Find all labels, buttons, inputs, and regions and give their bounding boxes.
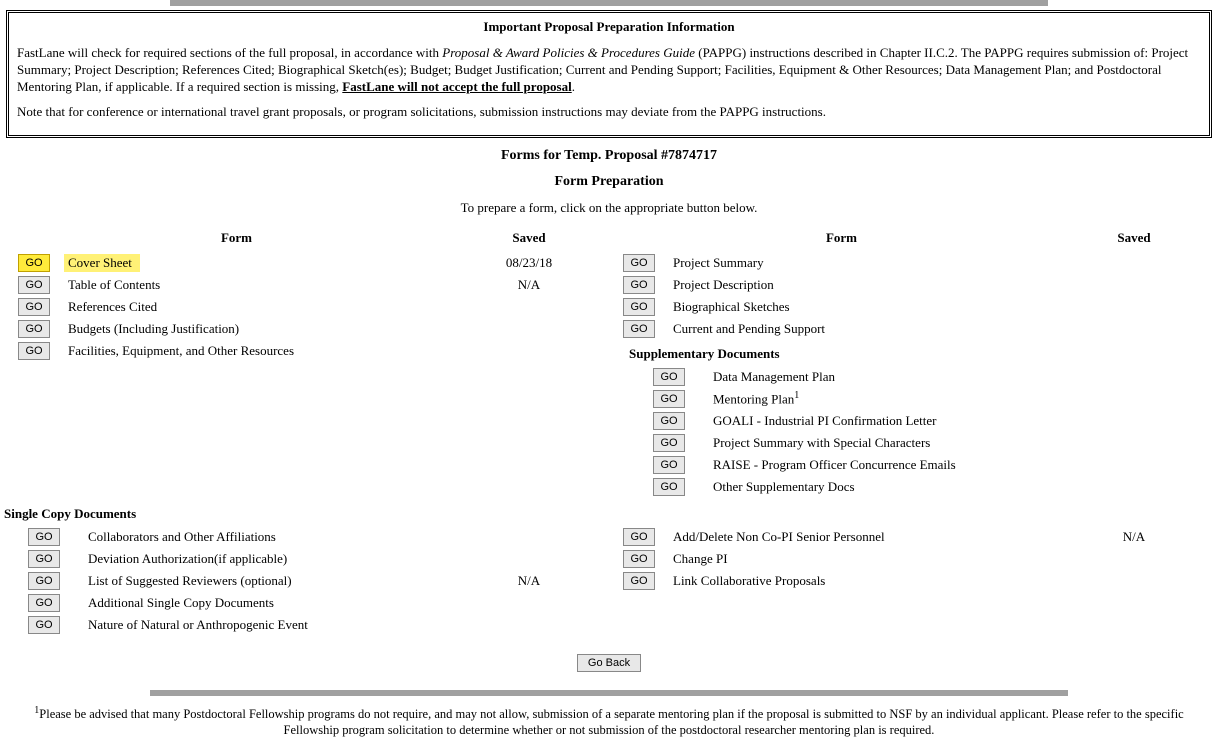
- go-button[interactable]: GO: [18, 342, 49, 360]
- form-label: Biographical Sketches: [669, 299, 1074, 315]
- form-row: GO RAISE - Program Officer Concurrence Em…: [609, 454, 1214, 476]
- instruction-text: To prepare a form, click on the appropri…: [0, 200, 1218, 216]
- col-header-saved: Saved: [469, 230, 609, 246]
- info-title: Important Proposal Preparation Informati…: [17, 19, 1201, 35]
- info-box: Important Proposal Preparation Informati…: [6, 10, 1212, 138]
- form-label: RAISE - Program Officer Concurrence Emai…: [709, 457, 1074, 473]
- sc-left-column: GOCollaborators and Other AffiliationsGO…: [4, 526, 609, 636]
- form-row: GO List of Suggested Reviewers (optional)…: [4, 570, 609, 592]
- single-copy-title: Single Copy Documents: [4, 506, 1218, 522]
- info-paragraph-2: Note that for conference or internationa…: [17, 104, 1201, 121]
- supplementary-title: Supplementary Documents: [629, 346, 1214, 362]
- go-button[interactable]: GO: [623, 298, 654, 316]
- go-button[interactable]: GO: [623, 572, 654, 590]
- go-button[interactable]: GO: [653, 390, 684, 408]
- form-label: Collaborators and Other Affiliations: [84, 529, 469, 545]
- form-row: GO Budgets (Including Justification): [4, 318, 609, 340]
- footnote: 1Please be advised that many Postdoctora…: [0, 704, 1218, 748]
- single-copy-columns: GOCollaborators and Other AffiliationsGO…: [0, 526, 1218, 636]
- form-label: Change PI: [669, 551, 1074, 567]
- go-button[interactable]: GO: [653, 456, 684, 474]
- form-label: Project Summary with Special Characters: [709, 435, 1074, 451]
- go-button[interactable]: GO: [653, 434, 684, 452]
- form-label: Current and Pending Support: [669, 321, 1074, 337]
- saved-value: N/A: [469, 277, 609, 293]
- go-button[interactable]: GO: [18, 320, 49, 338]
- form-row: GO Deviation Authorization(if applicable): [4, 548, 609, 570]
- go-button[interactable]: GO: [623, 320, 654, 338]
- go-button[interactable]: GO: [18, 254, 49, 272]
- form-label: Cover Sheet: [64, 254, 140, 272]
- go-button[interactable]: GO: [18, 276, 49, 294]
- forms-heading: Forms for Temp. Proposal #7874717: [0, 148, 1218, 164]
- form-row: GO Other Supplementary Docs: [609, 476, 1214, 498]
- forms-columns: Form Saved GO Cover Sheet 08/23/18 GO Table …: [0, 230, 1218, 498]
- form-row: GO References Cited: [4, 296, 609, 318]
- form-label: References Cited: [64, 299, 469, 315]
- form-row: GO Nature of Natural or Anthropogenic Eve…: [4, 614, 609, 636]
- form-row: GO Add/Delete Non Co-PI Senior PersonnelN…: [609, 526, 1214, 548]
- saved-value: 08/23/18: [469, 255, 609, 271]
- form-label: Data Management Plan: [709, 369, 1074, 385]
- go-button[interactable]: GO: [623, 276, 654, 294]
- go-button[interactable]: GO: [28, 528, 59, 546]
- saved-value: N/A: [469, 573, 609, 589]
- form-row: GO Biographical Sketches: [609, 296, 1214, 318]
- form-label: Project Summary: [669, 255, 1074, 271]
- top-divider: [170, 0, 1048, 6]
- form-label: Budgets (Including Justification): [64, 321, 469, 337]
- go-button[interactable]: GO: [28, 572, 59, 590]
- form-label: Table of Contents: [64, 277, 469, 293]
- go-button[interactable]: GO: [653, 412, 684, 430]
- form-row: GO Data Management Plan: [609, 366, 1214, 388]
- right-column: Form Saved GO Project Summary GO Project De…: [609, 230, 1214, 498]
- saved-value: N/A: [1074, 529, 1214, 545]
- sc-right-column: GO Add/Delete Non Co-PI Senior PersonnelN…: [609, 526, 1214, 636]
- form-label: Deviation Authorization(if applicable): [84, 551, 469, 567]
- go-button[interactable]: GO: [653, 368, 684, 386]
- left-column: Form Saved GO Cover Sheet 08/23/18 GO Table …: [4, 230, 609, 498]
- col-header-form: Form: [4, 230, 469, 246]
- go-button[interactable]: GO: [623, 254, 654, 272]
- form-row: GO Additional Single Copy Documents: [4, 592, 609, 614]
- col-header-form: Form: [609, 230, 1074, 246]
- form-label: Facilities, Equipment, and Other Resourc…: [64, 343, 469, 359]
- form-row: GO Table of ContentsN/A: [4, 274, 609, 296]
- bottom-divider: [150, 690, 1068, 696]
- form-row: GO Current and Pending Support: [609, 318, 1214, 340]
- go-button[interactable]: GO: [28, 594, 59, 612]
- col-header-saved: Saved: [1074, 230, 1214, 246]
- form-row: GO GOALI - Industrial PI Confirmation Let…: [609, 410, 1214, 432]
- form-row: GO Project Summary: [609, 252, 1214, 274]
- form-label: GOALI - Industrial PI Confirmation Lette…: [709, 413, 1074, 429]
- go-button[interactable]: GO: [28, 616, 59, 634]
- form-label: Project Description: [669, 277, 1074, 293]
- form-prep-heading: Form Preparation: [0, 174, 1218, 190]
- form-row: GO Facilities, Equipment, and Other Resou…: [4, 340, 609, 362]
- go-button[interactable]: GO: [623, 550, 654, 568]
- form-row: GO Collaborators and Other Affiliations: [4, 526, 609, 548]
- form-label: Nature of Natural or Anthropogenic Event: [84, 617, 469, 633]
- go-button[interactable]: GO: [28, 550, 59, 568]
- go-button[interactable]: GO: [653, 478, 684, 496]
- go-button[interactable]: GO: [623, 528, 654, 546]
- form-row: GO Change PI: [609, 548, 1214, 570]
- form-label: Link Collaborative Proposals: [669, 573, 1074, 589]
- form-row: GO Link Collaborative Proposals: [609, 570, 1214, 592]
- form-label: List of Suggested Reviewers (optional): [84, 573, 469, 589]
- form-label: Additional Single Copy Documents: [84, 595, 469, 611]
- form-row: GO Mentoring Plan1: [609, 388, 1214, 410]
- form-label: Add/Delete Non Co-PI Senior Personnel: [669, 529, 1074, 545]
- form-label: Other Supplementary Docs: [709, 479, 1074, 495]
- form-row: GO Project Description: [609, 274, 1214, 296]
- info-paragraph-1: FastLane will check for required section…: [17, 45, 1201, 96]
- go-button[interactable]: GO: [18, 298, 49, 316]
- form-row: GO Project Summary with Special Character…: [609, 432, 1214, 454]
- form-row: GO Cover Sheet 08/23/18: [4, 252, 609, 274]
- form-label: Mentoring Plan1: [709, 390, 1074, 407]
- go-back-button[interactable]: Go Back: [577, 654, 641, 672]
